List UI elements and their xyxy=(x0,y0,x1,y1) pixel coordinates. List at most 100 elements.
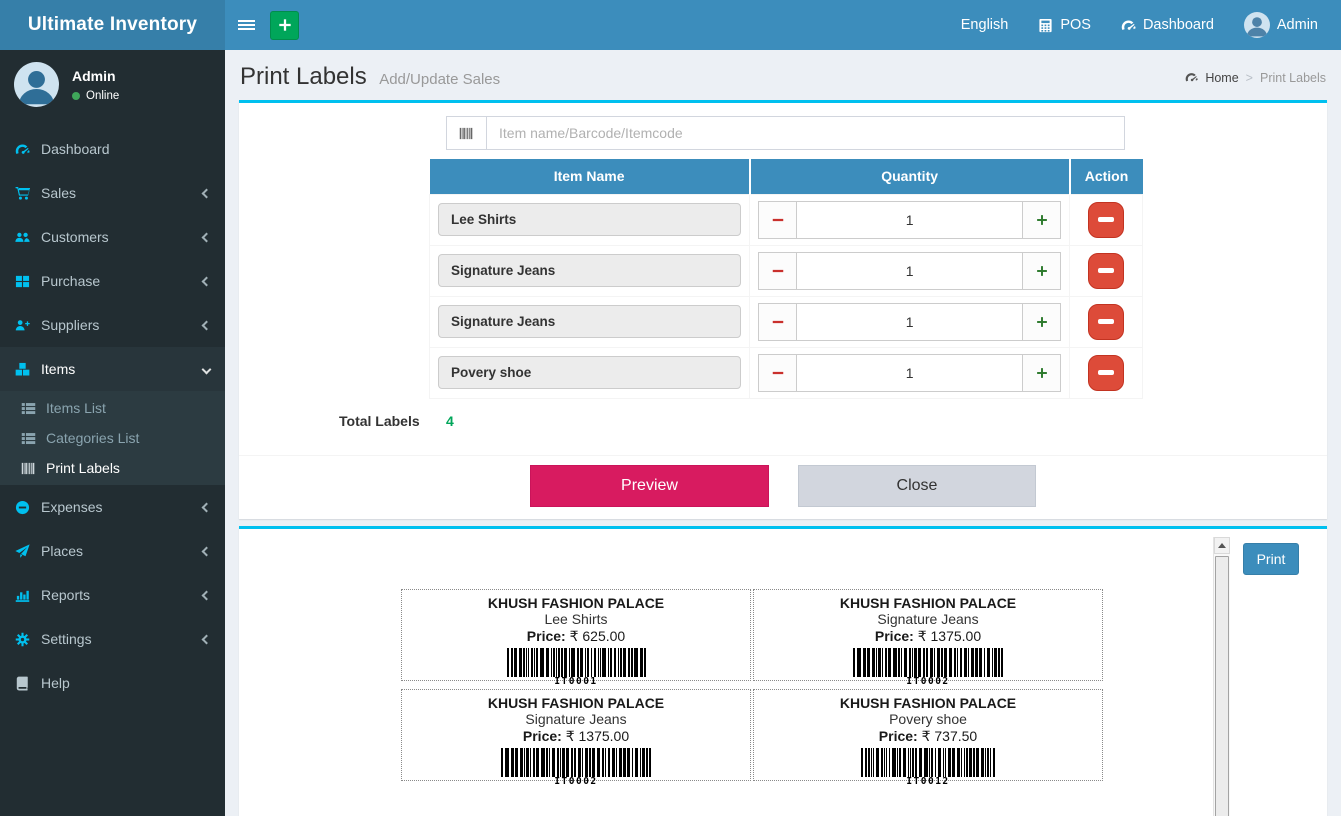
sidebar-item-settings[interactable]: Settings xyxy=(0,617,225,661)
main-header: Ultimate Inventory English POS Dashboard xyxy=(0,0,1341,50)
list-icon xyxy=(21,431,46,446)
home-icon xyxy=(1185,71,1199,84)
calculator-icon xyxy=(1039,18,1052,32)
remove-item-button[interactable] xyxy=(1088,252,1125,289)
grid-icon xyxy=(15,274,41,289)
sidebar-item-purchase[interactable]: Purchase xyxy=(0,259,225,303)
barcode-image xyxy=(402,747,750,777)
label-items-table: Item Name Quantity Action Lee Shirts xyxy=(428,159,1143,399)
sidebar-item-help[interactable]: Help xyxy=(0,661,225,705)
print-button[interactable]: Print xyxy=(1243,542,1299,575)
sidebar-item-reports[interactable]: Reports xyxy=(0,573,225,617)
total-labels-row: Total Labels 4 xyxy=(339,413,1327,429)
quantity-decrease-button[interactable] xyxy=(758,353,797,392)
sidebar-item-suppliers[interactable]: Suppliers xyxy=(0,303,225,347)
quantity-increase-button[interactable] xyxy=(1023,200,1062,239)
plus-icon xyxy=(1036,214,1047,225)
label-price: Price: ₹ 625.00 xyxy=(526,627,626,644)
user-avatar xyxy=(1243,12,1270,38)
breadcrumb: Home > Print Labels xyxy=(1185,71,1326,85)
quantity-stepper xyxy=(758,353,1062,392)
plus-icon xyxy=(1036,367,1047,378)
preview-button[interactable]: Preview xyxy=(530,464,769,507)
labels-grid: KHUSH FASHION PALACE Lee Shirts Price: ₹… xyxy=(401,588,1103,786)
quantity-increase-button[interactable] xyxy=(1023,353,1062,392)
sidebar-item-places[interactable]: Places xyxy=(0,529,225,573)
user-plus-icon xyxy=(15,318,41,333)
sidebar-toggle-button[interactable] xyxy=(225,0,268,50)
quantity-stepper xyxy=(758,302,1062,341)
barcode-image xyxy=(754,647,1102,677)
label-company: KHUSH FASHION PALACE xyxy=(487,594,665,611)
label-item-code: IT0001 xyxy=(554,675,598,687)
label-card: KHUSH FASHION PALACE Signature Jeans Pri… xyxy=(753,588,1103,686)
nav-user-menu[interactable]: Admin xyxy=(1229,0,1333,50)
sidebar-item-items-list[interactable]: Items List xyxy=(0,393,225,423)
sidebar-item-categories-list[interactable]: Categories List xyxy=(0,423,225,453)
label-preview-panel: Print KHUSH FASHION PALACE Lee Shirts Pr… xyxy=(239,525,1327,816)
quantity-input[interactable] xyxy=(796,353,1024,392)
quantity-increase-button[interactable] xyxy=(1023,302,1062,341)
chevron-left-icon xyxy=(201,232,212,242)
column-header-action: Action xyxy=(1068,159,1143,194)
label-company: KHUSH FASHION PALACE xyxy=(487,694,665,711)
item-name-field: Signature Jeans xyxy=(438,305,742,338)
minus-icon xyxy=(1098,217,1115,222)
quantity-decrease-button[interactable] xyxy=(758,200,797,239)
column-header-quantity: Quantity xyxy=(748,159,1070,194)
nav-pos[interactable]: POS xyxy=(1023,0,1106,50)
label-item-name: Lee Shirts xyxy=(544,611,608,628)
label-card: KHUSH FASHION PALACE Povery shoe Price: … xyxy=(753,688,1103,786)
close-button[interactable]: Close xyxy=(798,464,1036,507)
quick-add-button[interactable] xyxy=(270,10,299,40)
breadcrumb-current: Print Labels xyxy=(1259,70,1326,85)
cubes-icon xyxy=(15,362,41,377)
label-preview-frame: KHUSH FASHION PALACE Lee Shirts Price: ₹… xyxy=(239,536,1230,816)
top-navbar: English POS Dashboard Admin xyxy=(225,0,1341,50)
quantity-stepper xyxy=(758,200,1062,239)
chevron-left-icon xyxy=(201,320,212,330)
minus-icon xyxy=(1098,370,1115,375)
quantity-input[interactable] xyxy=(796,200,1024,239)
quantity-decrease-button[interactable] xyxy=(758,302,797,341)
preview-scrollbar[interactable] xyxy=(1213,536,1230,816)
quantity-decrease-button[interactable] xyxy=(758,251,797,290)
item-search-group xyxy=(446,116,1125,150)
sidebar-item-items[interactable]: Items xyxy=(0,347,225,391)
sidebar-menu: Dashboard Sales Customers Purchase Suppl… xyxy=(0,127,225,705)
sidebar-item-dashboard[interactable]: Dashboard xyxy=(0,127,225,171)
minus-icon xyxy=(772,371,783,374)
chevron-left-icon xyxy=(201,188,212,198)
breadcrumb-home[interactable]: Home xyxy=(1205,70,1239,85)
remove-item-button[interactable] xyxy=(1088,354,1125,391)
sidebar-item-print-labels[interactable]: Print Labels xyxy=(0,453,225,483)
label-price: Price: ₹ 1375.00 xyxy=(522,727,630,744)
sidebar-user-panel: Admin Online xyxy=(0,50,225,121)
book-icon xyxy=(15,676,41,691)
scrollbar-up-button[interactable] xyxy=(1214,536,1230,554)
nav-language[interactable]: English xyxy=(960,17,1009,33)
label-item-name: Signature Jeans xyxy=(525,711,627,728)
nav-dashboard[interactable]: Dashboard xyxy=(1106,0,1229,50)
sidebar-item-customers[interactable]: Customers xyxy=(0,215,225,259)
chevron-left-icon xyxy=(201,634,212,644)
app-logo[interactable]: Ultimate Inventory xyxy=(0,0,225,50)
items-submenu: Items List Categories List Print Labels xyxy=(0,391,225,485)
content-area: Print Labels Add/Update Sales Home > Pri… xyxy=(225,50,1341,816)
page-title: Print Labels xyxy=(240,63,367,90)
quantity-input[interactable] xyxy=(796,302,1024,341)
panel-footer: Preview Close xyxy=(239,454,1327,519)
scrollbar-thumb[interactable] xyxy=(1215,555,1229,816)
sidebar-item-expenses[interactable]: Expenses xyxy=(0,485,225,529)
table-row: Povery shoe xyxy=(428,346,1143,399)
quantity-input[interactable] xyxy=(796,251,1024,290)
remove-item-button[interactable] xyxy=(1088,201,1125,238)
sidebar-user-name: Admin xyxy=(72,67,116,84)
hamburger-icon xyxy=(238,18,255,32)
minus-icon xyxy=(1098,319,1115,324)
item-search-input[interactable] xyxy=(486,116,1125,150)
app-title: Ultimate Inventory xyxy=(27,14,198,35)
quantity-increase-button[interactable] xyxy=(1023,251,1062,290)
remove-item-button[interactable] xyxy=(1088,303,1125,340)
sidebar-item-sales[interactable]: Sales xyxy=(0,171,225,215)
